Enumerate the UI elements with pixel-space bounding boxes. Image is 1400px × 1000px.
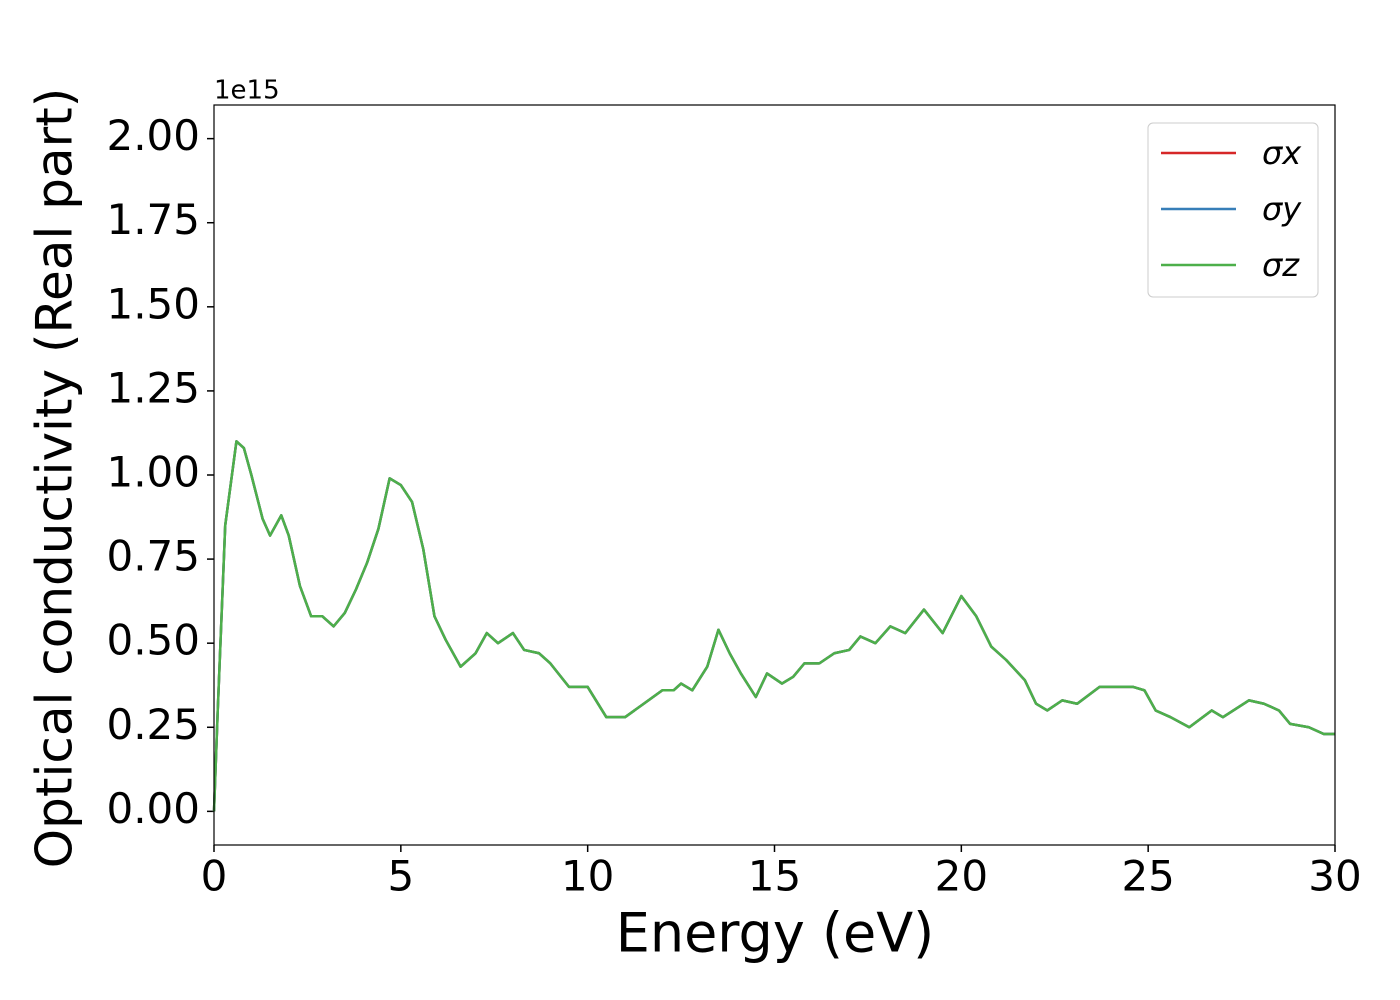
- y-tick-label: 1.00: [106, 448, 200, 497]
- x-tick-label: 5: [387, 852, 414, 901]
- x-axis-label: Energy (eV): [616, 902, 935, 965]
- plot-frame: [213, 104, 1336, 846]
- y-tick-label: 2.00: [106, 111, 200, 160]
- x-tick-label: 10: [561, 852, 614, 901]
- x-tick-label: 15: [748, 852, 801, 901]
- x-tick-label: 30: [1308, 852, 1361, 901]
- x-tick-label: 20: [935, 852, 988, 901]
- y-tick-label: 1.50: [106, 279, 200, 328]
- series-line: [212, 440, 1335, 812]
- y-tick-label: 0.50: [106, 616, 200, 665]
- y-tick-label: 0.00: [106, 784, 200, 833]
- offset-label: 1e15: [214, 76, 280, 106]
- y-tick-label: 1.25: [106, 363, 200, 412]
- y-tick-label: 0.25: [106, 700, 200, 749]
- y-axis-label: Optical conductivity (Real part): [26, 88, 84, 869]
- x-tick-label: 25: [1121, 852, 1174, 901]
- legend-label: σy: [1262, 190, 1302, 228]
- x-tick-label: 0: [201, 852, 228, 901]
- legend-label: σz: [1262, 246, 1300, 284]
- legend-label: σx: [1262, 134, 1302, 172]
- y-tick-label: 0.75: [106, 532, 200, 581]
- y-tick-label: 1.75: [106, 195, 200, 244]
